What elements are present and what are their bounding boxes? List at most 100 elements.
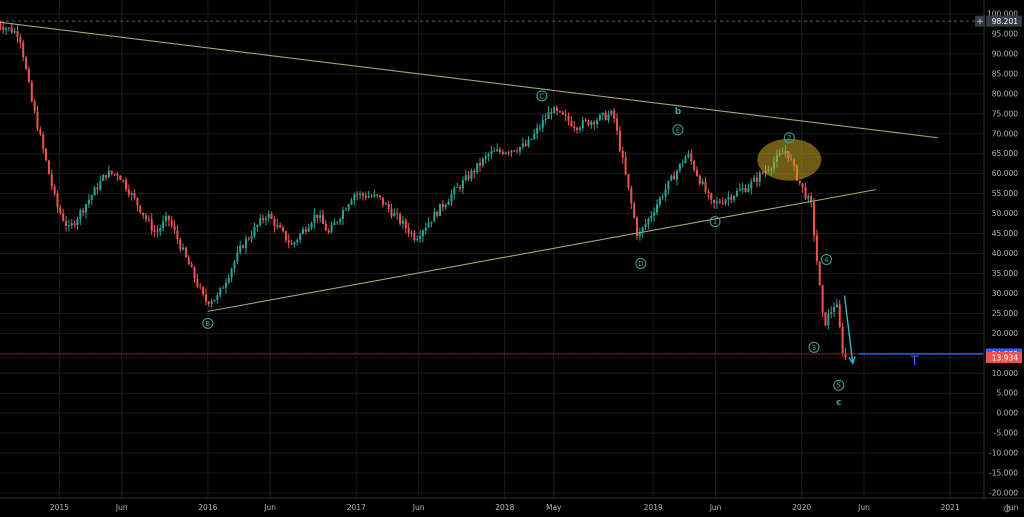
- candle: [156, 225, 159, 238]
- candle-body: [721, 202, 724, 204]
- candle: [704, 176, 707, 194]
- candle-body: [82, 210, 85, 213]
- candle-body: [430, 221, 433, 223]
- y-tick-label: 20.000: [992, 329, 1018, 338]
- candle-body: [424, 227, 427, 231]
- candle-body: [190, 264, 193, 268]
- candle: [124, 177, 127, 193]
- candle-body: [755, 177, 758, 182]
- candle-body: [613, 110, 616, 119]
- candle-body: [470, 170, 473, 180]
- candle-body: [733, 196, 736, 200]
- candle: [167, 215, 170, 227]
- candle-body: [202, 287, 205, 295]
- candle-body: [664, 189, 667, 197]
- candle-body: [162, 221, 165, 229]
- candle-body: [116, 173, 119, 177]
- candle-body: [387, 203, 390, 209]
- candle: [2, 21, 5, 34]
- y-tick-label: -10.000: [989, 449, 1018, 458]
- candle: [133, 188, 136, 200]
- candle-body: [353, 194, 356, 201]
- candle-body: [359, 193, 362, 195]
- candle-body: [510, 150, 513, 153]
- candle: [350, 198, 353, 206]
- price-axis[interactable]: [984, 0, 1024, 498]
- candle-body: [701, 181, 704, 184]
- candle-body: [319, 215, 322, 219]
- candle: [533, 129, 536, 141]
- candle: [833, 302, 836, 317]
- candle-body: [73, 223, 76, 226]
- candle-body: [524, 143, 527, 146]
- candle: [336, 221, 339, 225]
- candle-body: [344, 209, 347, 211]
- settings-gear-icon[interactable]: ⚙: [1003, 505, 1012, 516]
- annotations: C E D B 1 2 3 4 5 b c T: [202, 90, 919, 408]
- candle-body: [304, 229, 307, 232]
- candle-body: [581, 120, 584, 128]
- x-tick-label: 2020: [792, 503, 811, 512]
- candle-body: [838, 304, 841, 327]
- candle: [761, 171, 764, 175]
- price-badge: 13.934: [986, 352, 1022, 364]
- candle-body: [533, 133, 536, 139]
- candle-body: [284, 231, 287, 241]
- trendline-lower: [207, 189, 876, 312]
- candle: [299, 232, 302, 244]
- candle: [324, 219, 327, 232]
- candle-body: [590, 121, 593, 126]
- add-alert-button[interactable]: [975, 15, 985, 27]
- wave-label-text: 3: [812, 344, 816, 352]
- candle-body: [390, 208, 393, 217]
- candle-body: [393, 213, 396, 217]
- candle: [110, 170, 113, 176]
- candle: [179, 237, 182, 253]
- wave-label-5: 5: [833, 379, 845, 391]
- y-tick-label: 45.000: [992, 229, 1018, 238]
- candle-body: [747, 188, 750, 192]
- candle: [207, 300, 210, 307]
- candle-body: [264, 218, 267, 220]
- x-tick-label: 2018: [495, 503, 514, 512]
- candle: [610, 109, 613, 116]
- candle-body: [656, 204, 659, 213]
- candle: [441, 200, 444, 212]
- x-tick-label: May: [546, 503, 562, 512]
- candle: [621, 146, 624, 164]
- candle-body: [653, 212, 656, 216]
- candle-body: [313, 214, 316, 224]
- candle: [19, 34, 22, 49]
- candle: [710, 192, 713, 205]
- y-tick-label: 50.000: [992, 209, 1018, 218]
- candle-body: [667, 180, 670, 190]
- candle: [59, 204, 62, 216]
- candle: [644, 218, 647, 231]
- candle: [36, 105, 39, 131]
- candle: [319, 209, 322, 223]
- candle-body: [19, 36, 22, 43]
- candle: [818, 261, 821, 286]
- candle: [164, 211, 167, 227]
- candle: [73, 221, 76, 228]
- y-tick-label: 75.000: [992, 109, 1018, 118]
- price-badge: 98.201 +: [975, 15, 1022, 27]
- candle: [302, 226, 305, 235]
- plus-icon[interactable]: +: [976, 17, 984, 27]
- y-tick-label: 80.000: [992, 89, 1018, 98]
- candle: [62, 208, 65, 222]
- candle-body: [815, 235, 818, 262]
- candle-body: [76, 219, 79, 226]
- y-tick-label: 70.000: [992, 129, 1018, 138]
- x-tick-label: 2021: [941, 503, 960, 512]
- candle: [490, 145, 493, 159]
- candle-body: [199, 286, 202, 288]
- wave-label-2: 2: [783, 132, 795, 144]
- x-axis[interactable]: 2015 Jun 2016 Jun 2017 Jun 2018 May 2019 Jun 2020 J…: [50, 503, 1019, 512]
- candle-body: [5, 28, 8, 30]
- candle: [721, 197, 724, 205]
- candle: [82, 207, 85, 217]
- candle: [45, 147, 48, 162]
- candle-body: [144, 215, 147, 219]
